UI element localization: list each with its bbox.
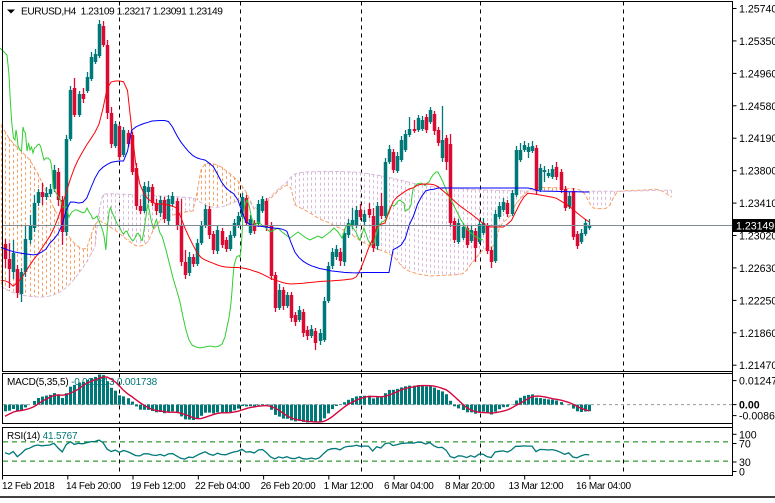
svg-text:1.25350: 1.25350 [739, 36, 775, 48]
svg-text:1.23020: 1.23020 [739, 231, 775, 243]
svg-text:1.24190: 1.24190 [739, 133, 775, 145]
svg-text:22 Feb 04:00: 22 Feb 04:00 [195, 481, 251, 492]
svg-text:1 Mar 12:00: 1 Mar 12:00 [324, 481, 374, 492]
svg-text:30: 30 [739, 457, 751, 469]
svg-text:1.22250: 1.22250 [739, 295, 775, 307]
svg-text:16 Mar 04:00: 16 Mar 04:00 [576, 481, 632, 492]
svg-text:12 Feb 2018: 12 Feb 2018 [2, 481, 55, 492]
svg-text:6 Mar 04:00: 6 Mar 04:00 [384, 481, 434, 492]
svg-text:0.00: 0.00 [739, 400, 760, 412]
svg-text:1.25740: 1.25740 [739, 4, 775, 16]
svg-text:1.22630: 1.22630 [739, 263, 775, 275]
svg-text:1.21470: 1.21470 [739, 360, 775, 372]
svg-text:100: 100 [739, 429, 757, 441]
svg-text:13 Mar 12:00: 13 Mar 12:00 [509, 481, 565, 492]
svg-text:8 Mar 20:00: 8 Mar 20:00 [445, 481, 495, 492]
svg-text:1.23149: 1.23149 [736, 221, 774, 233]
svg-text:RSI(14) 41.5767: RSI(14) 41.5767 [7, 431, 78, 442]
svg-text:0: 0 [739, 467, 745, 479]
svg-text:1.24580: 1.24580 [739, 101, 775, 113]
svg-text:14 Feb 20:00: 14 Feb 20:00 [66, 481, 122, 492]
svg-text:19 Feb 12:00: 19 Feb 12:00 [131, 481, 187, 492]
svg-text:1.24960: 1.24960 [739, 68, 775, 80]
svg-text:26 Feb 20:00: 26 Feb 20:00 [261, 481, 317, 492]
svg-text:1.23800: 1.23800 [739, 166, 775, 178]
svg-text:EURUSD,H4 1.23109 1.23217 1.2: EURUSD,H4 1.23109 1.23217 1.23091 1.2314… [21, 7, 223, 18]
svg-text:1.21860: 1.21860 [739, 328, 775, 340]
svg-text:1.23410: 1.23410 [739, 198, 775, 210]
svg-text:0.012476: 0.012476 [739, 376, 775, 388]
svg-text:-0.008641: -0.008641 [739, 411, 775, 423]
svg-text:70: 70 [739, 439, 751, 451]
